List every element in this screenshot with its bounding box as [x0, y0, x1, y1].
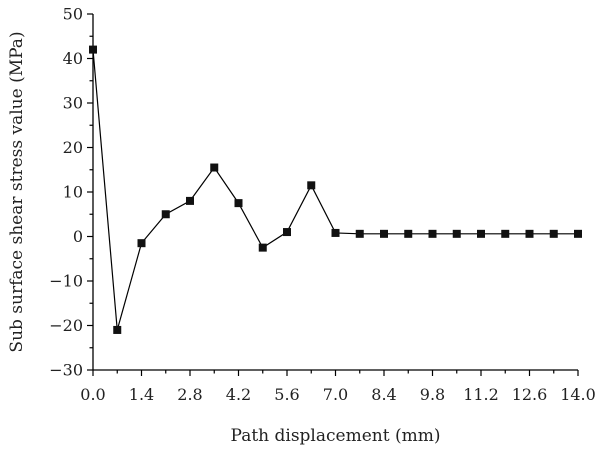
- y-tick-label: 30: [63, 94, 83, 113]
- x-tick-label: 14.0: [560, 385, 596, 404]
- y-tick-label: 0: [73, 227, 83, 246]
- x-tick-label: 8.4: [371, 385, 396, 404]
- x-tick-label: 2.8: [177, 385, 202, 404]
- x-tick-label: 1.4: [129, 385, 154, 404]
- x-tick-label: 0.0: [80, 385, 105, 404]
- data-point-marker: [404, 229, 413, 238]
- data-point-marker: [307, 181, 316, 190]
- y-tick-label: 40: [63, 49, 83, 68]
- data-point-marker: [283, 228, 291, 237]
- data-point-marker: [501, 229, 510, 238]
- data-point-marker: [137, 239, 146, 248]
- data-point-marker: [331, 228, 340, 237]
- x-axis-label: Path displacement (mm): [231, 426, 441, 446]
- y-tick-label: −20: [49, 316, 83, 335]
- x-tick-label: 4.2: [226, 385, 251, 404]
- data-point-marker: [355, 229, 364, 238]
- data-point-marker: [574, 229, 582, 238]
- data-point-marker: [258, 243, 267, 252]
- x-tick-label: 7.0: [323, 385, 348, 404]
- x-tick-label: 11.2: [463, 385, 499, 404]
- x-tick-label: 5.6: [274, 385, 299, 404]
- data-point-marker: [186, 196, 194, 205]
- data-point-marker: [525, 229, 534, 238]
- data-point-marker: [549, 229, 558, 238]
- y-tick-label: 50: [63, 5, 83, 24]
- data-point-marker: [234, 199, 243, 208]
- y-tick-label: −30: [49, 361, 83, 380]
- y-tick-label: 20: [63, 138, 83, 157]
- y-axis-label: Sub surface shear stress value (MPa): [7, 31, 27, 352]
- plot-area: 0.0 1.4 2.8 4.2 5.6 7.0 8.4 9.8 11.2 12.6 14.0 −30 −…: [49, 5, 596, 405]
- data-point-marker: [161, 210, 170, 219]
- y-tick-label: 10: [63, 183, 83, 202]
- series-line: [92, 49, 578, 331]
- x-tick-label: 9.8: [420, 385, 445, 404]
- x-tick-label: 12.6: [512, 385, 548, 404]
- data-point-marker: [210, 163, 219, 172]
- y-tick-label: −10: [49, 272, 83, 291]
- data-point-marker: [428, 229, 437, 238]
- data-point-marker: [113, 325, 122, 334]
- data-point-marker: [452, 229, 461, 238]
- data-point-marker: [477, 229, 485, 238]
- data-point-marker: [380, 229, 388, 238]
- data-point-marker: [89, 45, 97, 54]
